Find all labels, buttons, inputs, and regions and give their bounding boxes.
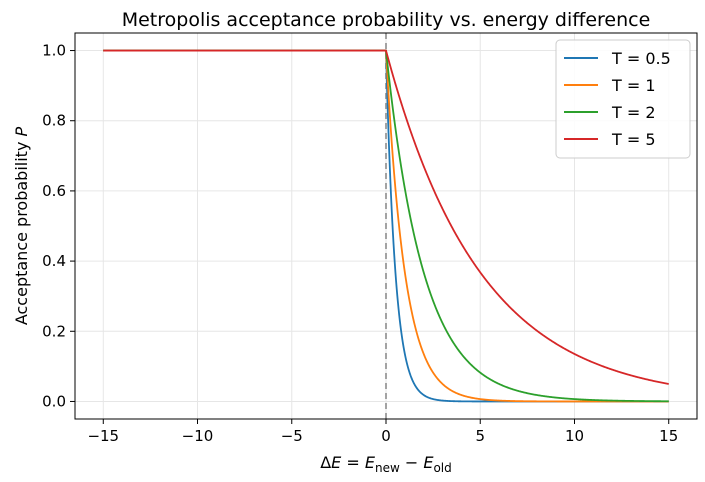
x-tick-label: −5 — [281, 427, 303, 445]
chart-title: Metropolis acceptance probability vs. en… — [122, 9, 651, 31]
series-lines — [103, 49, 669, 403]
y-tick-label: 0.2 — [42, 322, 66, 340]
legend-label: T = 1 — [611, 76, 656, 95]
y-tick-label: 0.6 — [42, 182, 66, 200]
x-axis-label: ΔE = Enew − Eold — [320, 453, 452, 475]
x-label-minus: − — [400, 453, 424, 472]
x-label-sub-old: old — [433, 461, 451, 475]
series-line — [103, 49, 669, 385]
y-tick-label: 1.0 — [42, 42, 66, 60]
legend-label: T = 2 — [611, 103, 656, 122]
y-label-var: P — [12, 127, 31, 137]
x-tick-label: 10 — [565, 427, 584, 445]
x-label-equals: = — [341, 453, 365, 472]
legend-label: T = 5 — [611, 130, 656, 149]
legend-items: T = 0.5 T = 1 T = 2 T = 5 — [564, 49, 671, 149]
x-tick-label: 5 — [475, 427, 485, 445]
y-tick-label: 0.4 — [42, 252, 66, 270]
x-tick-label: 0 — [381, 427, 391, 445]
x-label-sub-new: new — [375, 461, 400, 475]
x-label-delta: Δ — [320, 453, 331, 472]
x-tick-label: 15 — [659, 427, 678, 445]
x-label-e: E — [331, 453, 342, 472]
x-label-e-new: E — [365, 453, 376, 472]
y-tick-label: 0.8 — [42, 112, 66, 130]
y-axis-label: Acceptance probability P — [12, 127, 31, 326]
x-tick-label: −10 — [182, 427, 214, 445]
legend-box — [555, 39, 691, 159]
x-ticks: −15 −10 −5 0 5 10 15 — [87, 419, 678, 445]
legend-label: T = 0.5 — [611, 49, 671, 68]
x-tick-label: −15 — [87, 427, 119, 445]
y-ticks: 0.0 0.2 0.4 0.6 0.8 1.0 — [42, 42, 75, 410]
y-label-text: Acceptance probability — [12, 137, 31, 326]
x-label-e-old: E — [423, 453, 434, 472]
legend: T = 0.5 T = 1 T = 2 T = 5 — [555, 39, 691, 159]
y-tick-label: 0.0 — [42, 392, 66, 410]
